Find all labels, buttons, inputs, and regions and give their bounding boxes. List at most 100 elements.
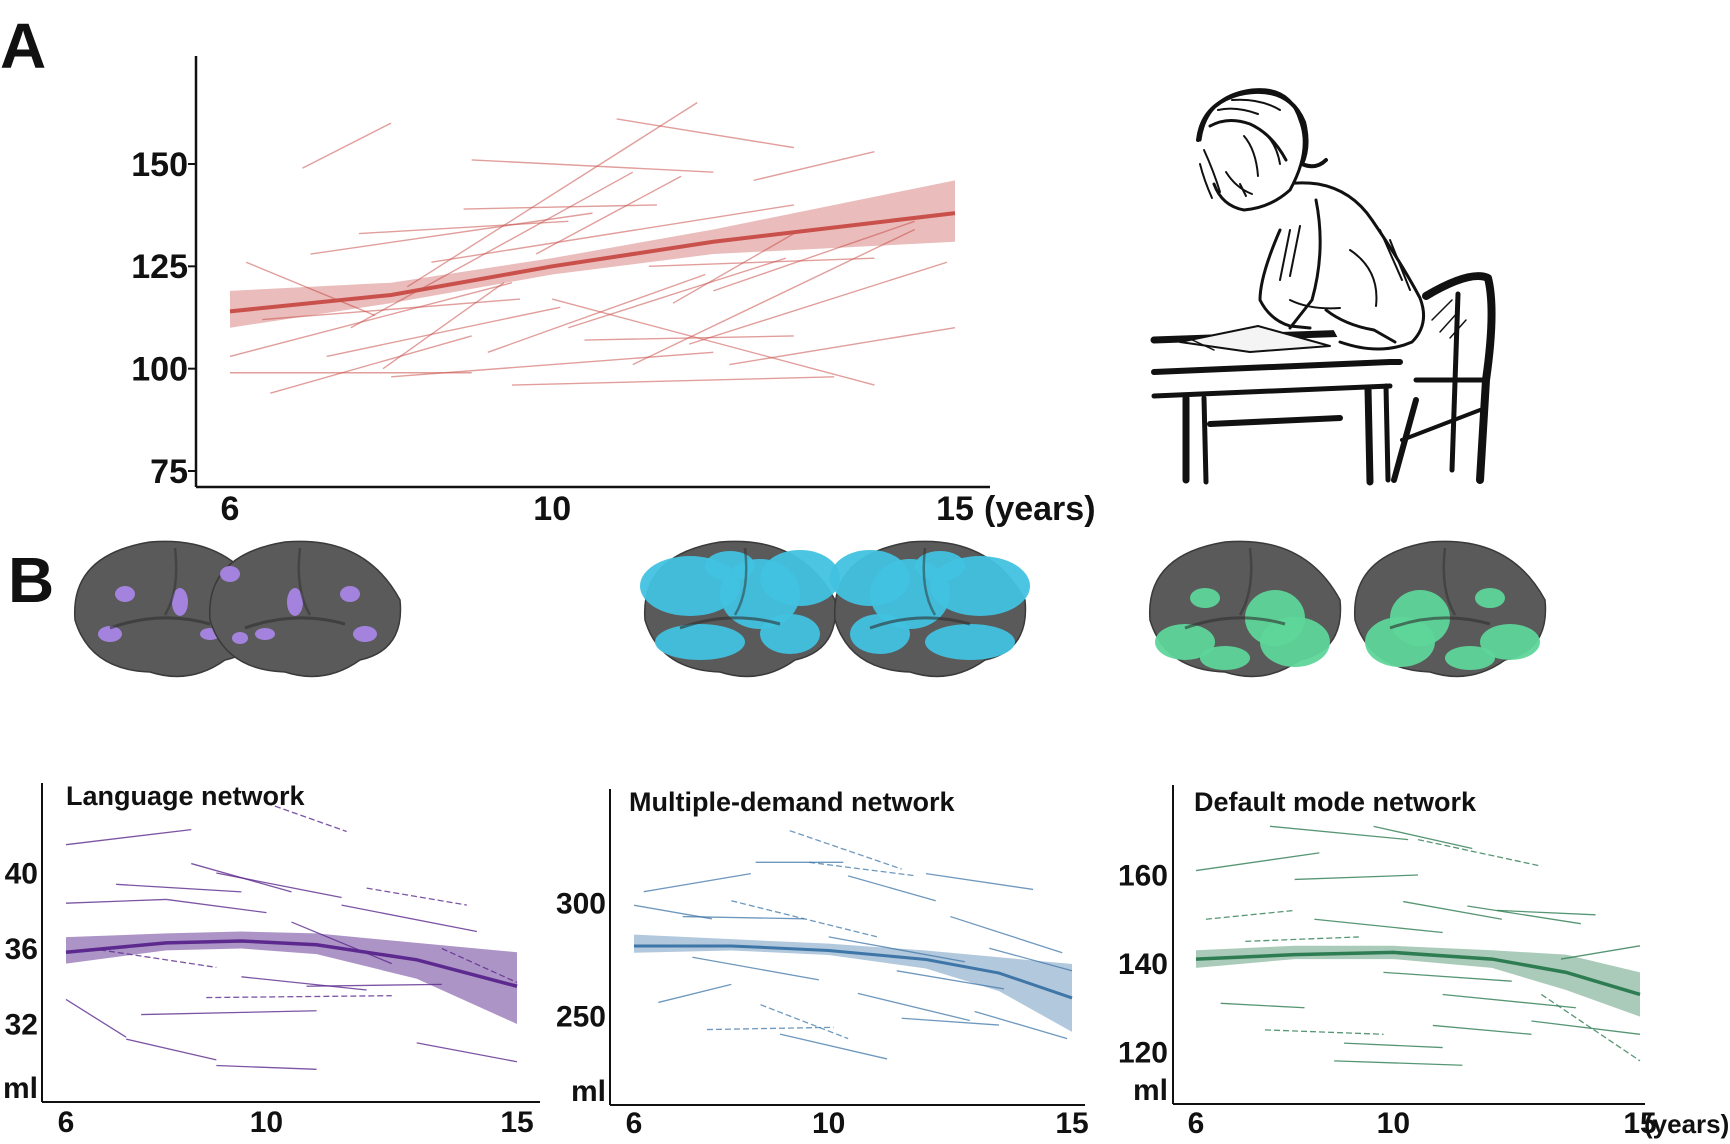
individual-trajectory-line [1343, 1042, 1443, 1049]
individual-trajectory-line [206, 995, 392, 999]
individual-trajectory-line [270, 335, 472, 394]
individual-trajectory-line [1334, 1060, 1463, 1066]
individual-trajectory-line [760, 1004, 849, 1040]
individual-trajectory-line [216, 1064, 317, 1070]
individual-trajectory-line [358, 220, 569, 235]
individual-trajectory-line [1531, 1020, 1641, 1035]
individual-trajectory-line [901, 1017, 1000, 1026]
individual-trajectory-line [1432, 1024, 1532, 1035]
individual-trajectory-line [616, 118, 795, 149]
x-tick-label: 10 [1377, 1107, 1410, 1140]
y-tick-label: 125 [131, 248, 188, 286]
fitted-trend-line [229, 211, 956, 314]
y-tick-label: 120 [1118, 1037, 1168, 1070]
x-tick-label: 10 [812, 1107, 845, 1140]
individual-trajectory-line [463, 204, 657, 210]
confidence-band [66, 931, 517, 1024]
individual-trajectory-line [779, 1033, 888, 1060]
individual-trajectory-line [302, 122, 392, 169]
y-axis-unit-label: ml [571, 1075, 606, 1108]
individual-trajectory-line [753, 151, 875, 182]
language-brain-hemisphere [209, 540, 402, 678]
x-tick-label: 6 [626, 1107, 643, 1140]
individual-trajectory-line [1467, 905, 1581, 925]
y-tick-label: 150 [131, 146, 188, 184]
individual-trajectory-line [1560, 945, 1641, 960]
individual-trajectory-line [326, 306, 561, 358]
x-axis-unit-label: (years) [984, 490, 1096, 528]
individual-trajectory-line [266, 802, 347, 833]
default-mode-brain-hemisphere [1354, 540, 1547, 678]
individual-trajectory-line [350, 171, 634, 329]
x-tick-label: 10 [533, 490, 571, 528]
x-tick-label: 6 [58, 1106, 75, 1139]
confidence-band [1196, 945, 1640, 1017]
child-writing-at-desk-illustration [1150, 88, 1496, 486]
chart-multiple-demand-network: 250 300 6 10 15 ml Multiple-demand network [556, 787, 1089, 1140]
y-tick-label: 250 [556, 1001, 606, 1034]
fitted-trend-line [634, 944, 1073, 1000]
individual-trajectory-line [688, 261, 948, 345]
chart-language-network: 32 36 40 6 10 15 ml Language network [3, 781, 540, 1139]
individual-trajectory-line [1373, 825, 1473, 850]
individual-trajectory-line [568, 257, 787, 329]
individual-trajectory-line [789, 830, 902, 870]
individual-trajectory-line [471, 159, 714, 173]
brain-network-maps [74, 540, 1547, 678]
individual-trajectory-line [1265, 1029, 1384, 1035]
individual-trajectory-line [245, 261, 376, 317]
individual-trajectory-line [643, 872, 751, 893]
panel-label-b: B [8, 544, 55, 616]
multiple-demand-brain-hemisphere [830, 540, 1030, 678]
individual-trajectory-line [1294, 874, 1419, 881]
individual-trajectory-line [731, 900, 878, 938]
fitted-trend-line [1195, 950, 1641, 997]
chart-title: Default mode network [1194, 787, 1477, 817]
individual-trajectory-line [1442, 993, 1576, 1009]
x-tick-label: 6 [1188, 1107, 1205, 1140]
y-tick-label: 100 [131, 351, 188, 389]
individual-trajectory-line [416, 1042, 518, 1063]
individual-trajectory-line [632, 228, 916, 366]
chart-title: Multiple-demand network [629, 787, 956, 817]
individual-trajectory-line [166, 898, 267, 914]
panel-label-a: A [0, 10, 47, 82]
y-tick-label: 160 [1118, 860, 1168, 893]
individual-trajectory-line [658, 983, 732, 1004]
x-tick-label: 6 [221, 490, 240, 528]
y-tick-label: 36 [5, 933, 38, 966]
default-mode-brain-hemisphere [1149, 540, 1342, 678]
individual-trajectory-line [1245, 936, 1359, 943]
y-tick-label: 140 [1118, 948, 1168, 981]
individual-trajectory-line [552, 298, 875, 386]
individual-trajectory-line [1314, 918, 1443, 934]
y-tick-label: 32 [5, 1009, 38, 1042]
individual-trajectory-line [950, 915, 1063, 954]
individual-trajectory-line [1205, 909, 1295, 920]
y-tick-label: 300 [556, 888, 606, 921]
individual-trajectory-line [406, 102, 698, 288]
individual-trajectory-line [989, 947, 1073, 972]
y-axis-unit-label: ml [1133, 1074, 1168, 1107]
y-axis-unit-label: ml [3, 1072, 38, 1105]
chart-iq-trajectory: 75 100 125 150 6 10 15 (years) [131, 56, 1096, 528]
individual-trajectory-line [974, 1010, 1068, 1040]
chart-title: Language network [66, 781, 306, 811]
individual-trajectory-line [692, 956, 820, 981]
individual-trajectory-line [1496, 909, 1596, 916]
individual-trajectory-line [431, 204, 794, 263]
individual-trajectory-line [1417, 838, 1542, 867]
individual-trajectory-line [306, 983, 442, 987]
individual-trajectory-line [847, 875, 936, 902]
individual-trajectory-line [857, 992, 970, 1022]
individual-trajectory-line [1403, 900, 1502, 920]
individual-trajectory-line [1383, 971, 1512, 982]
individual-trajectory-line [125, 1038, 217, 1061]
individual-trajectory-line [191, 862, 292, 893]
x-tick-label: 15 [1055, 1107, 1088, 1140]
individual-trajectory-line [487, 273, 706, 353]
individual-trajectory-line [366, 887, 467, 906]
individual-trajectory-line [535, 175, 682, 255]
individual-trajectory-line [1269, 825, 1409, 841]
